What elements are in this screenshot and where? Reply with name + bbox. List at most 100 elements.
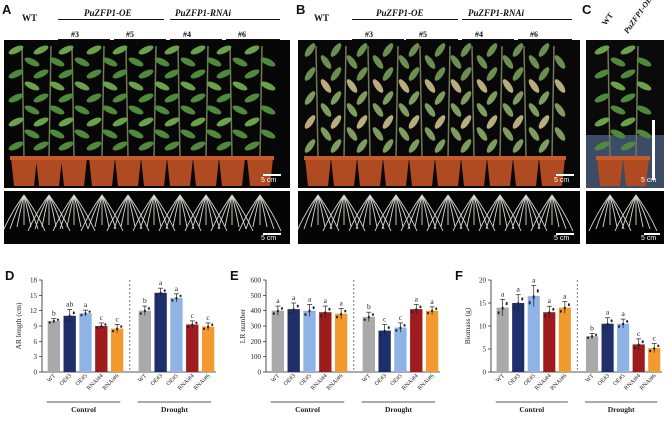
root [205,194,228,232]
root [595,194,611,230]
leaf [164,141,180,151]
root [66,194,75,228]
data-point [657,344,660,347]
root-system [80,194,124,232]
leaf [408,43,420,57]
x-tick-label: OE#5 [75,373,89,387]
significance-letter: a [276,296,280,305]
bar [271,310,285,372]
x-tick-label: RNAi#6 [193,373,212,392]
panel-letter-b: B [296,2,306,17]
root [447,194,463,230]
leaf [636,129,652,139]
plant [538,43,566,186]
leaf [49,129,65,139]
root [369,194,385,230]
root [224,194,233,228]
leaf [112,93,128,103]
root [447,194,456,228]
plant [594,45,626,186]
leaf [112,141,128,151]
leaf [460,115,472,129]
y-tick-label: 400 [251,307,262,315]
plant-stem [229,45,233,159]
plant [382,43,410,186]
leaf [244,45,260,55]
significance-letter: c [637,329,641,338]
pot [305,158,331,186]
bar [95,326,108,372]
root [499,194,522,232]
plant [138,45,170,186]
root-system [530,194,574,232]
root [537,194,553,230]
leaf [424,55,436,69]
leaf [512,115,524,129]
data-point [653,347,656,350]
leaf [356,115,368,129]
leaf [33,45,49,55]
data-point [435,307,438,310]
leaf [372,127,384,141]
leaf [33,93,49,103]
photo-a-plants [4,40,290,188]
data-point [276,309,279,312]
root [525,194,541,230]
leaf [554,55,566,69]
y-tick-label: 300 [251,323,262,331]
pot [89,158,115,186]
leaf [620,93,636,103]
plant-stem [523,45,527,159]
root-system [210,194,254,232]
bar [543,312,556,372]
data-point [344,309,347,312]
rnai-label-a: PuZFP1-RNAi [175,8,232,18]
pot-rim [596,156,624,160]
bar [378,330,391,372]
root [59,194,75,230]
data-point [552,307,555,310]
root [153,194,169,230]
plant [190,45,222,186]
scale-text-a-bottom: 5 cm [261,235,277,242]
panel-letter-a: A [2,2,12,17]
leaf [382,139,394,153]
leaf [372,103,384,117]
data-point [587,336,590,339]
pot-rim [304,156,332,160]
leaf [512,91,524,105]
y-axis-label: AR length (cm) [14,302,23,350]
leaf [356,139,368,153]
root [635,194,658,232]
leaf [138,45,154,55]
leaf [486,115,498,129]
root [473,194,496,232]
root [395,194,418,232]
plant-stem [395,45,399,159]
pot [141,158,167,186]
root [259,194,268,228]
bar [394,327,407,372]
data-point [163,289,166,292]
x-tick-label: RNAi#6 [417,373,436,392]
significance-letter: a [517,285,521,294]
bar [410,309,423,372]
data-point [312,306,315,309]
root [205,194,221,230]
root [530,194,553,232]
pot [247,158,273,186]
leaf [180,57,196,67]
scale-bar-b-bottom [556,233,574,235]
data-point [637,343,640,346]
bar [154,292,167,372]
plant-stem [153,45,157,159]
bar [425,310,439,372]
leaf [434,43,446,57]
data-point [513,306,516,309]
data-point [147,307,150,310]
leaf [206,57,222,67]
leaf [164,69,180,79]
root [179,194,188,228]
y-tick-label: 100 [251,353,262,361]
data-point [64,318,67,321]
